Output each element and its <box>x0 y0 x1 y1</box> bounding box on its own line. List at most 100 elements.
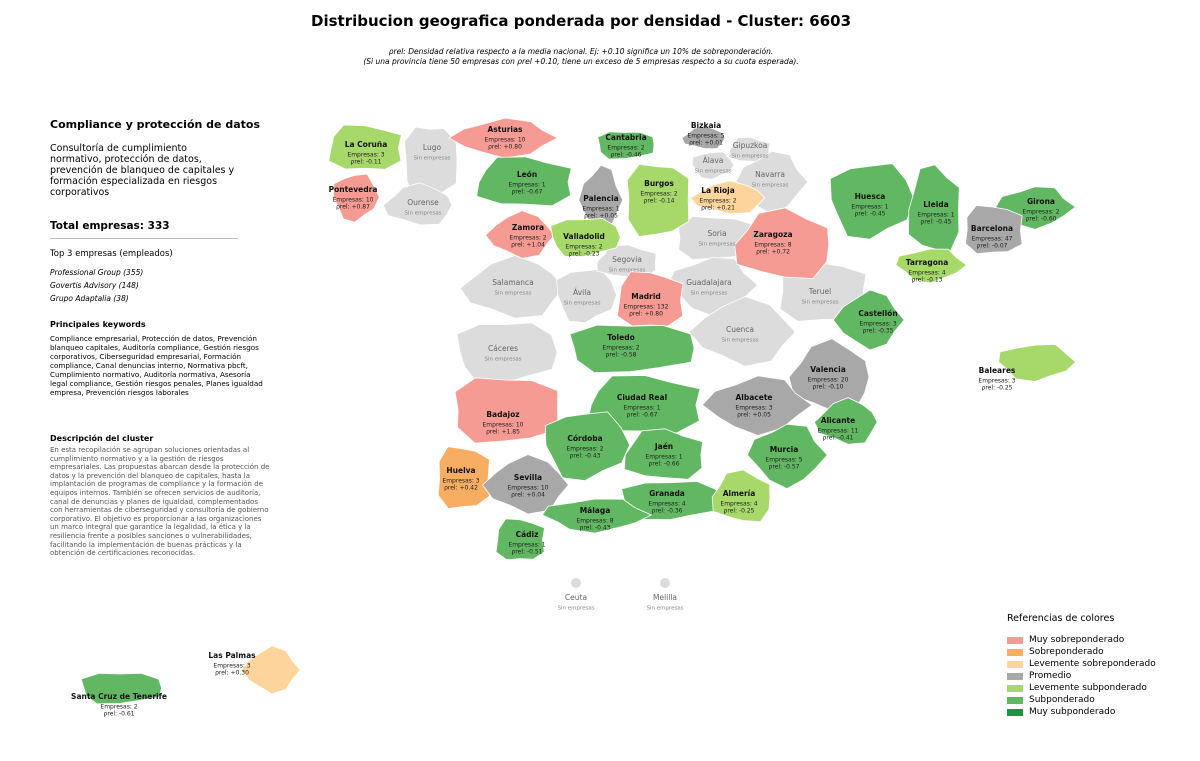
province-name: Castellón <box>858 309 897 318</box>
cluster-heading: Descripción del cluster <box>50 434 154 443</box>
province-detail: Empresas: 2 <box>566 446 603 453</box>
province-detail: ρrel: -0.45 <box>855 211 886 218</box>
province-detail: ρrel: -0.23 <box>569 251 600 258</box>
cluster-text: En esta recopilación se agrupan solucion… <box>50 446 270 558</box>
province-shape <box>813 397 878 445</box>
province-detail: Empresas: 1 <box>508 542 545 549</box>
province-detail: Empresas: 20 <box>808 377 849 384</box>
province-detail: Empresas: 2 <box>100 704 137 711</box>
province-shape <box>746 423 828 490</box>
legend-swatch <box>1007 684 1023 692</box>
province-shape <box>998 343 1077 382</box>
province-name: Cuenca <box>726 325 754 334</box>
divider <box>50 238 238 239</box>
province-name: Zaragoza <box>753 230 792 239</box>
province-detail: ρrel: +0.21 <box>701 205 735 212</box>
province-shape <box>332 173 380 223</box>
province-name: Alicante <box>821 416 855 425</box>
province-detail: Empresas: 4 <box>908 270 945 277</box>
panel-total: Total empresas: 333 <box>50 220 170 232</box>
province-name: León <box>517 170 537 179</box>
province-detail: Empresas: 10 <box>485 137 526 144</box>
province-name: Guadalajara <box>686 278 732 287</box>
province-detail: ρrel: +0.42 <box>444 485 478 492</box>
province-shape <box>240 645 301 695</box>
province-detail: Empresas: 1 <box>917 212 954 219</box>
province-detail: ρrel: +0.04 <box>511 492 545 499</box>
province-name: Ourense <box>407 198 439 207</box>
legend-swatch <box>1007 708 1023 716</box>
keywords-heading: Principales keywords <box>50 320 146 329</box>
province-detail: ρrel: -0.14 <box>644 198 675 205</box>
province-detail: Empresas: 2 <box>509 235 546 242</box>
province-shape <box>382 182 453 226</box>
province-shape <box>660 578 670 588</box>
province-shape <box>711 469 771 523</box>
legend-label: Muy subponderado <box>1029 707 1116 717</box>
province-detail: Sin empresas <box>646 606 683 612</box>
province-detail: Sin empresas <box>694 169 731 175</box>
province-detail: Sin empresas <box>608 268 645 274</box>
province-detail: Empresas: 1 <box>582 206 619 213</box>
province-detail: Empresas: 4 <box>648 501 685 508</box>
province-name: Gipuzkoa <box>733 141 768 150</box>
province-detail: Sin empresas <box>690 291 727 297</box>
legend-label: Muy sobreponderado <box>1029 635 1125 645</box>
province-shape <box>454 377 559 444</box>
province-detail: Empresas: 2 <box>640 191 677 198</box>
province-shape <box>832 289 905 351</box>
province-shape <box>80 672 163 705</box>
province-detail: ρrel: -0.25 <box>982 385 1013 392</box>
province-name: Valladolid <box>563 232 605 241</box>
legend-label: Levemente sobreponderado <box>1029 659 1156 669</box>
top-item: Grupo Adaptalia (38) <box>50 294 129 303</box>
province-shape <box>437 446 490 510</box>
province-detail: ρrel: -0.66 <box>649 461 680 468</box>
province-detail: Sin empresas <box>563 301 600 307</box>
province-detail: ρrel: +0.30 <box>215 670 249 677</box>
province-detail: Empresas: 3 <box>735 405 772 412</box>
province-detail: ρrel: -0.36 <box>652 508 683 515</box>
legend-items: Muy sobreponderado Sobreponderado Levement… <box>1007 634 1156 718</box>
province-name: Girona <box>1027 197 1055 206</box>
legend-item: Levemente sobreponderado <box>1007 658 1156 670</box>
province-name: Pontevedra <box>329 185 378 194</box>
province-detail: Empresas: 5 <box>687 133 724 140</box>
province-detail: Sin empresas <box>801 300 838 306</box>
province-name: Asturias <box>488 125 524 134</box>
province-shape <box>448 117 559 159</box>
province-detail: Empresas: 2 <box>1022 209 1059 216</box>
province-detail: Empresas: 10 <box>508 485 549 492</box>
province-name: Granada <box>649 489 685 498</box>
province-detail: ρrel: -0.25 <box>724 508 755 515</box>
province-name: Madrid <box>631 292 661 301</box>
province-name: Málaga <box>580 506 611 515</box>
province-detail: Empresas: 3 <box>859 321 896 328</box>
province-name: Córdoba <box>567 434 602 443</box>
subtitle-line: ρrel: Densidad relativa respecto a la me… <box>388 47 774 56</box>
province-shape <box>623 428 704 480</box>
province-detail: Empresas: 10 <box>333 197 374 204</box>
top-heading: Top 3 empresas (empleados) <box>50 249 173 259</box>
province-detail: Empresas: 2 <box>565 244 602 251</box>
province-detail: Sin empresas <box>404 211 441 217</box>
province-shape <box>734 207 830 279</box>
province-shape <box>571 578 581 588</box>
province-name: La Coruña <box>345 140 388 149</box>
province-detail: ρrel: +0.05 <box>737 412 771 419</box>
province-name: Las Palmas <box>208 651 256 660</box>
province-detail: Empresas: 1 <box>851 204 888 211</box>
legend: Referencias de colores Muy sobreponderad… <box>1007 613 1156 718</box>
legend-label: Levemente subponderado <box>1029 683 1147 693</box>
province-detail: Sin empresas <box>557 606 594 612</box>
province-shape <box>328 124 402 170</box>
province-shape <box>688 296 796 367</box>
legend-item: Muy subponderado <box>1007 706 1156 718</box>
province-name: Albacete <box>735 393 772 402</box>
province-name: Lleida <box>923 200 948 209</box>
province-detail: ρrel: -0.67 <box>627 412 658 419</box>
panel-description: Consultoría de cumplimiento normativo, p… <box>50 143 235 198</box>
province-detail: ρrel: -0.43 <box>570 453 601 460</box>
